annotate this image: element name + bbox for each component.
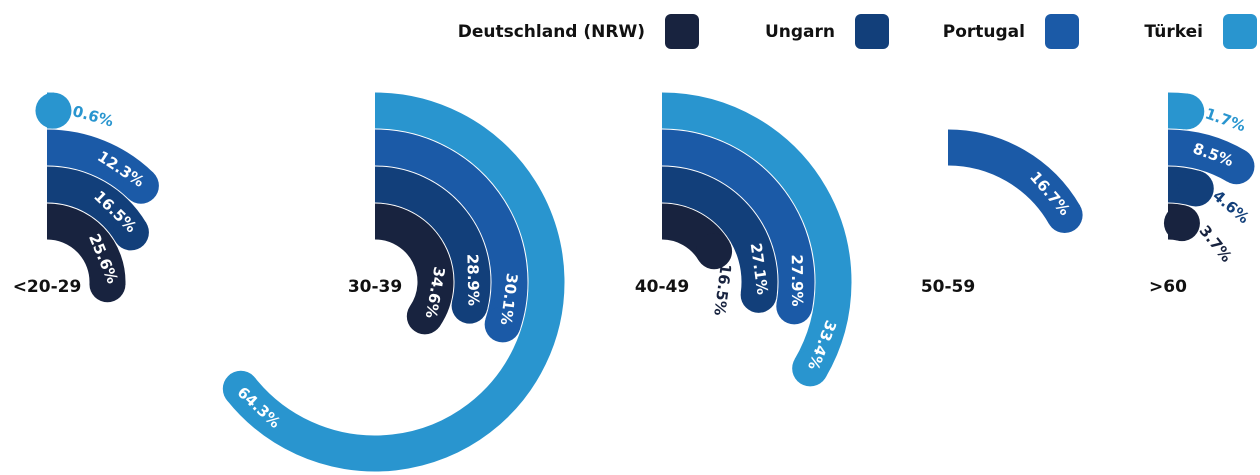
arc: [374, 129, 528, 331]
arc: [661, 166, 778, 298]
legend-label: Deutschland (NRW): [458, 22, 645, 42]
arc-cap: [122, 167, 159, 204]
arc: [374, 166, 491, 311]
legend-swatch: [665, 14, 699, 49]
arc-cap: [776, 288, 813, 325]
arc-cap: [1218, 148, 1255, 185]
value-label: 1.7%: [1203, 104, 1248, 135]
arc-cap: [484, 306, 521, 343]
radial-bar: [374, 129, 528, 343]
radial-bar: [46, 166, 149, 251]
radial-bar: [35, 92, 72, 129]
value-label: 27.9%: [788, 254, 807, 306]
category-label: >60: [1149, 277, 1187, 297]
radial-bar: [661, 92, 852, 387]
value-label: 28.9%: [463, 254, 482, 306]
value-label: 4.6%: [1209, 187, 1252, 228]
radial-bar: [374, 166, 491, 324]
radial-bar: [374, 203, 454, 335]
radial-bar: [222, 92, 565, 472]
category-label: 50-59: [921, 277, 975, 297]
radial-bar: [661, 166, 778, 313]
arc: [661, 92, 852, 378]
radial-bar: [661, 203, 733, 270]
radial-bar: [661, 129, 815, 325]
value-label: 16.5%: [710, 263, 734, 317]
arc-cap: [1168, 93, 1205, 130]
category-label: <20-29: [13, 277, 82, 297]
arc-cap: [112, 214, 149, 251]
arc-cap: [35, 92, 72, 129]
radial-bar: [46, 129, 159, 204]
category-label: 40-49: [635, 277, 689, 297]
legend-label: Portugal: [943, 22, 1025, 42]
legend-label: Ungarn: [765, 22, 835, 42]
arc-cap: [1163, 205, 1200, 242]
arc-cap: [1177, 170, 1214, 207]
value-label: 0.6%: [71, 102, 116, 130]
arc: [661, 129, 815, 310]
arc-cap: [696, 233, 733, 270]
legend-swatch: [855, 14, 889, 49]
arc-cap: [1046, 196, 1083, 233]
radial-bar: [1167, 92, 1205, 130]
radial-bar: [947, 129, 1083, 233]
arc-cap: [222, 370, 259, 407]
value-label: 3.7%: [1195, 222, 1235, 266]
arc-cap: [451, 287, 488, 324]
arc-cap: [89, 266, 126, 303]
legend-label: Türkei: [1144, 22, 1203, 42]
radial-bar: [1167, 129, 1255, 185]
arc-cap: [792, 350, 829, 387]
category-label: 30-39: [348, 277, 402, 297]
arc-cap: [406, 298, 443, 335]
radial-bar: [1167, 166, 1214, 207]
arc: [226, 92, 565, 472]
legend-swatch: [1045, 14, 1079, 49]
radial-bar: [46, 203, 126, 303]
arc-cap: [740, 276, 777, 313]
legend-swatch: [1223, 14, 1257, 49]
radial-bar: [1163, 203, 1200, 242]
